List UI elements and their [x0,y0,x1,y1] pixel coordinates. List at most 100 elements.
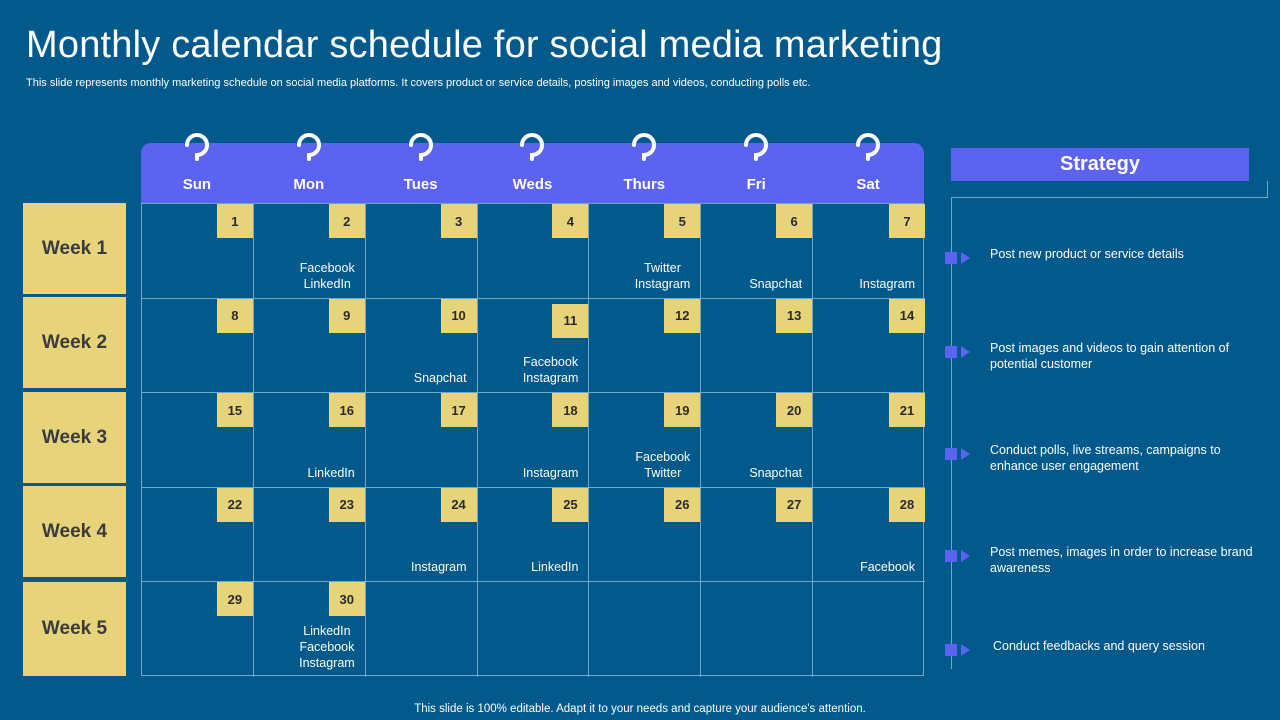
platform-list: Twitter Instagram [634,260,691,291]
arrow-right-icon [961,644,970,656]
date-badge: 22 [216,487,253,522]
day-label: Fri [746,176,766,193]
square-bullet-icon [945,448,957,460]
platform-list: Instagram [522,465,579,480]
platform-list: Facebook Instagram [522,355,579,386]
day-label: Thurs [623,176,666,193]
ring-icon [744,133,769,161]
calendar-cell: 8 [142,298,254,394]
date-badge: 6 [776,204,813,238]
ring-icon [296,133,321,161]
calendar-cell [813,582,925,677]
calendar-cell: 6 Snapchat [701,204,814,299]
platform-list: LinkedIn [307,465,355,480]
calendar-cell: 27 [701,487,814,583]
calendar-cell: 3 [365,204,478,299]
calendar-cell: 26 [589,487,702,583]
calendar-cell: 18 Instagram [477,393,590,488]
calendar-cell: 12 [589,298,702,394]
calendar-cell [589,582,702,677]
calendar-cell: 9 [253,298,366,394]
calendar-day-header: Sun Mon Tues Weds Thurs Fri Sat [141,133,924,204]
date-badge: 23 [328,487,365,522]
calendar-cell: 29 [142,582,254,677]
calendar-cell: 20 Snapchat [701,393,814,488]
platform-list: LinkedIn [531,560,579,575]
platform-list: LinkedIn Facebook Instagram [299,623,355,670]
calendar-cell: 1 [142,204,254,299]
ring-icon [520,133,545,161]
platform-list: Instagram [859,276,915,291]
date-badge: 29 [216,582,253,617]
day-header-2: Tues [365,133,477,204]
day-header-5: Fri [700,133,812,204]
date-badge: 19 [664,393,701,428]
date-badge: 24 [440,487,477,522]
date-badge: 30 [328,582,365,617]
calendar-cell: 5 Twitter Instagram [589,204,702,299]
date-badge: 11 [552,303,589,338]
arrow-right-icon [961,346,970,358]
ring-icon [632,133,657,161]
day-header-3: Weds [477,133,589,204]
calendar-cell: 15 [142,393,254,488]
date-badge: 20 [776,393,813,428]
calendar-cell: 2 Facebook LinkedIn [253,204,366,299]
platform-list: Snapchat [749,276,803,291]
strategy-item-text: Post images and videos to gain attention… [990,341,1230,371]
date-badge: 10 [440,298,477,333]
slide-subtitle: This slide represents monthly marketing … [26,77,811,89]
date-badge: 12 [664,298,701,333]
day-header-4: Thurs [588,133,700,204]
calendar-cell: 7 Instagram [813,204,925,299]
ring-icon [408,133,433,161]
arrow-right-icon [961,550,970,562]
week-label: Week 5 [23,582,126,676]
calendar-cell: 28 Facebook [813,487,925,583]
slide-title: Monthly calendar schedule for social med… [26,24,943,66]
date-badge: 14 [889,298,925,333]
calendar-cell: 23 [253,487,366,583]
day-label: Tues [403,176,438,193]
ring-icon [856,133,881,161]
arrow-right-icon [961,252,970,264]
week-label: Week 1 [23,203,126,294]
date-badge: 7 [889,204,925,238]
date-badge: 13 [776,298,813,333]
date-badge: 2 [328,204,365,238]
strategy-item-text: Post new product or service details [990,247,1184,261]
calendar-cell: 30 LinkedIn Facebook Instagram [254,582,366,677]
date-badge: 9 [328,298,365,333]
platform-list: Facebook [860,560,915,575]
week-labels: Week 1 Week 2 Week 3 Week 4 Week 5 [23,203,126,676]
date-badge: 26 [664,487,701,522]
date-badge: 5 [664,204,701,238]
day-label: Sun [182,176,212,193]
strategy-item-text: Conduct polls, live streams, campaigns t… [990,443,1221,473]
square-bullet-icon [945,550,957,562]
date-badge: 27 [776,487,813,522]
date-badge: 21 [889,393,925,428]
date-badge: 4 [552,204,589,238]
calendar-cell: 25 LinkedIn [477,487,590,583]
calendar-cell: 10 Snapchat [365,298,478,394]
day-header-0: Sun [141,133,253,204]
platform-list: Facebook Twitter [635,449,691,480]
ring-icon [184,133,209,161]
week-label: Week 3 [23,392,126,483]
day-label: Sat [856,176,880,193]
date-badge: 1 [216,204,253,238]
week-label: Week 2 [23,297,126,388]
calendar-cell: 4 [477,204,590,299]
square-bullet-icon [945,644,957,656]
date-badge: 15 [216,393,253,428]
day-label: Weds [512,176,553,193]
week-label: Week 4 [23,486,126,577]
day-header-6: Sat [812,133,924,204]
square-bullet-icon [945,346,957,358]
calendar-cell: 13 [701,298,814,394]
strategy-item-text: Conduct feedbacks and query session [993,639,1205,653]
date-badge: 18 [552,393,589,428]
calendar-cell: 22 [142,487,254,583]
date-badge: 3 [440,204,477,238]
